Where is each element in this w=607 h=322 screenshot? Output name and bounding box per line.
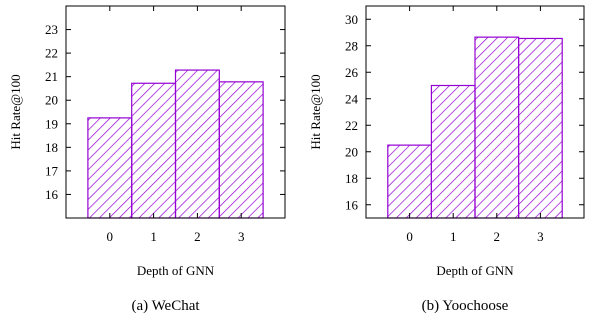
y-tick-label: 24 bbox=[345, 91, 359, 106]
y-tick-label: 28 bbox=[345, 38, 358, 53]
bar-2 bbox=[174, 69, 220, 219]
y-tick-label: 16 bbox=[45, 187, 59, 202]
plot-frame bbox=[365, 5, 585, 219]
chart-panel-1: 16 18 20 22 24 26 28 30 0 1 2 3 Depth of GNN Hit Rate… bbox=[308, 5, 585, 314]
x-tick-label: 1 bbox=[150, 229, 157, 244]
x-axis-label: Depth of GNN bbox=[137, 263, 215, 278]
y-tick-label: 17 bbox=[45, 163, 59, 178]
y-tick-label: 20 bbox=[345, 144, 358, 159]
bar-1 bbox=[131, 82, 177, 219]
y-tick-label: 22 bbox=[45, 46, 58, 61]
y-tick-label: 26 bbox=[345, 65, 359, 80]
x-tick-label: 1 bbox=[450, 229, 457, 244]
x-tick-label: 0 bbox=[107, 229, 114, 244]
x-tick-label: 2 bbox=[494, 229, 501, 244]
bar-3 bbox=[517, 37, 563, 219]
bar-2 bbox=[474, 36, 520, 219]
y-tick-label: 20 bbox=[45, 93, 58, 108]
y-tick-label: 30 bbox=[345, 12, 358, 27]
y-axis-label: Hit Rate@100 bbox=[8, 74, 23, 149]
x-tick-label: 2 bbox=[194, 229, 201, 244]
y-tick-label: 19 bbox=[45, 116, 58, 131]
plot-frame bbox=[65, 5, 286, 219]
subfigure-caption: (a) WeChat bbox=[131, 298, 200, 314]
y-tick-label: 22 bbox=[345, 118, 358, 133]
y-tick-label: 21 bbox=[45, 69, 58, 84]
y-tick-label: 18 bbox=[45, 140, 58, 155]
bar-0 bbox=[87, 117, 133, 219]
bar-0 bbox=[387, 144, 432, 219]
y-axis-label: Hit Rate@100 bbox=[308, 74, 323, 149]
x-tick-label: 0 bbox=[406, 229, 413, 244]
y-tick-label: 16 bbox=[345, 197, 359, 212]
x-tick-label: 3 bbox=[537, 229, 544, 244]
subfigure-caption: (b) Yoochoose bbox=[422, 298, 509, 314]
bar-3 bbox=[218, 81, 264, 219]
x-axis-label: Depth of GNN bbox=[436, 263, 514, 278]
y-tick-label: 18 bbox=[345, 171, 358, 186]
bar-1 bbox=[430, 84, 476, 219]
y-tick-label: 23 bbox=[45, 22, 58, 37]
x-tick-label: 3 bbox=[238, 229, 245, 244]
